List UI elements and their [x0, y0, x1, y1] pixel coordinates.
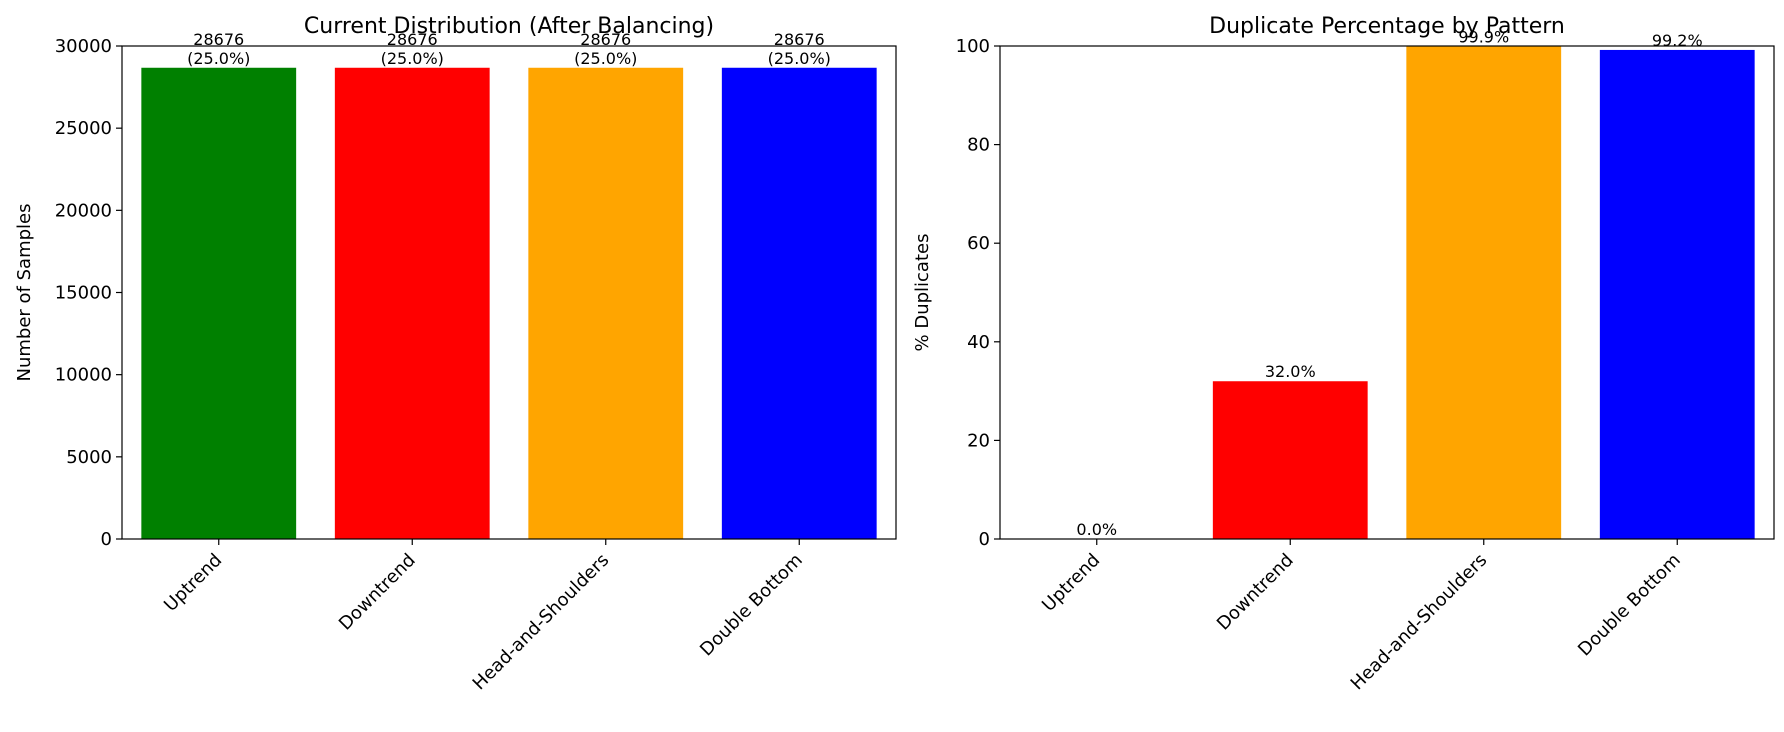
duplicates-chart: 0 20 40 60 80 100 Uptrend Downtrend Head-and-Sho…: [912, 14, 1775, 695]
data-label: 28676: [193, 30, 244, 49]
data-label: (25.0%): [574, 49, 637, 68]
x-tick-label: Head-and-Shoulders: [1347, 550, 1492, 695]
bar-head-and-shoulders: [528, 67, 684, 539]
plot-frame: [999, 45, 1775, 540]
bar-downtrend: [1212, 381, 1368, 539]
y-tick-label: 100: [956, 36, 990, 57]
data-label: 28676: [774, 30, 825, 49]
data-label: 99.9%: [1458, 27, 1509, 46]
y-tick-label: 20000: [55, 200, 112, 221]
data-label: (25.0%): [187, 49, 250, 68]
chart-title: Current Distribution (After Balancing): [304, 14, 714, 39]
x-tick-label: Head-and-Shoulders: [469, 550, 614, 695]
distribution-chart: 0 5000 10000 15000 20000 25000 30000 Uptrend Dow…: [14, 14, 897, 695]
y-tick-label: 0: [101, 529, 112, 550]
data-label: (25.0%): [381, 49, 444, 68]
x-tick-label: Double Bottom: [1574, 550, 1685, 661]
y-tick-label: 0: [979, 529, 990, 550]
chart-title: Duplicate Percentage by Pattern: [1209, 14, 1565, 39]
y-tick-label: 25000: [55, 118, 112, 139]
y-axis-label: % Duplicates: [912, 234, 933, 352]
y-tick-label: 20: [967, 430, 990, 451]
y-tick-label: 30000: [55, 36, 112, 57]
bar-downtrend: [334, 67, 490, 539]
x-tick-label: Double Bottom: [696, 550, 807, 661]
x-tick-label: Downtrend: [1213, 550, 1298, 635]
bar-double-bottom: [721, 67, 877, 539]
data-label: (25.0%): [768, 49, 831, 68]
y-tick-label: 80: [967, 135, 990, 156]
data-label: 99.2%: [1652, 31, 1703, 50]
data-label: 32.0%: [1265, 362, 1316, 381]
y-tick-label: 10000: [55, 365, 112, 386]
y-axis-label: Number of Samples: [14, 204, 35, 382]
bar-uptrend: [141, 67, 297, 539]
y-tick-label: 5000: [66, 447, 112, 468]
x-tick-label: Downtrend: [335, 550, 420, 635]
bar-double-bottom: [1599, 49, 1755, 539]
y-tick-label: 15000: [55, 283, 112, 304]
x-tick-label: Uptrend: [1038, 550, 1104, 616]
data-label: 0.0%: [1076, 520, 1117, 539]
y-tick-label: 40: [967, 332, 990, 353]
x-tick-label: Uptrend: [160, 550, 226, 616]
y-tick-label: 60: [967, 233, 990, 254]
bar-head-and-shoulders: [1406, 46, 1562, 539]
data-label: 28676: [580, 30, 631, 49]
data-label: 28676: [387, 30, 438, 49]
